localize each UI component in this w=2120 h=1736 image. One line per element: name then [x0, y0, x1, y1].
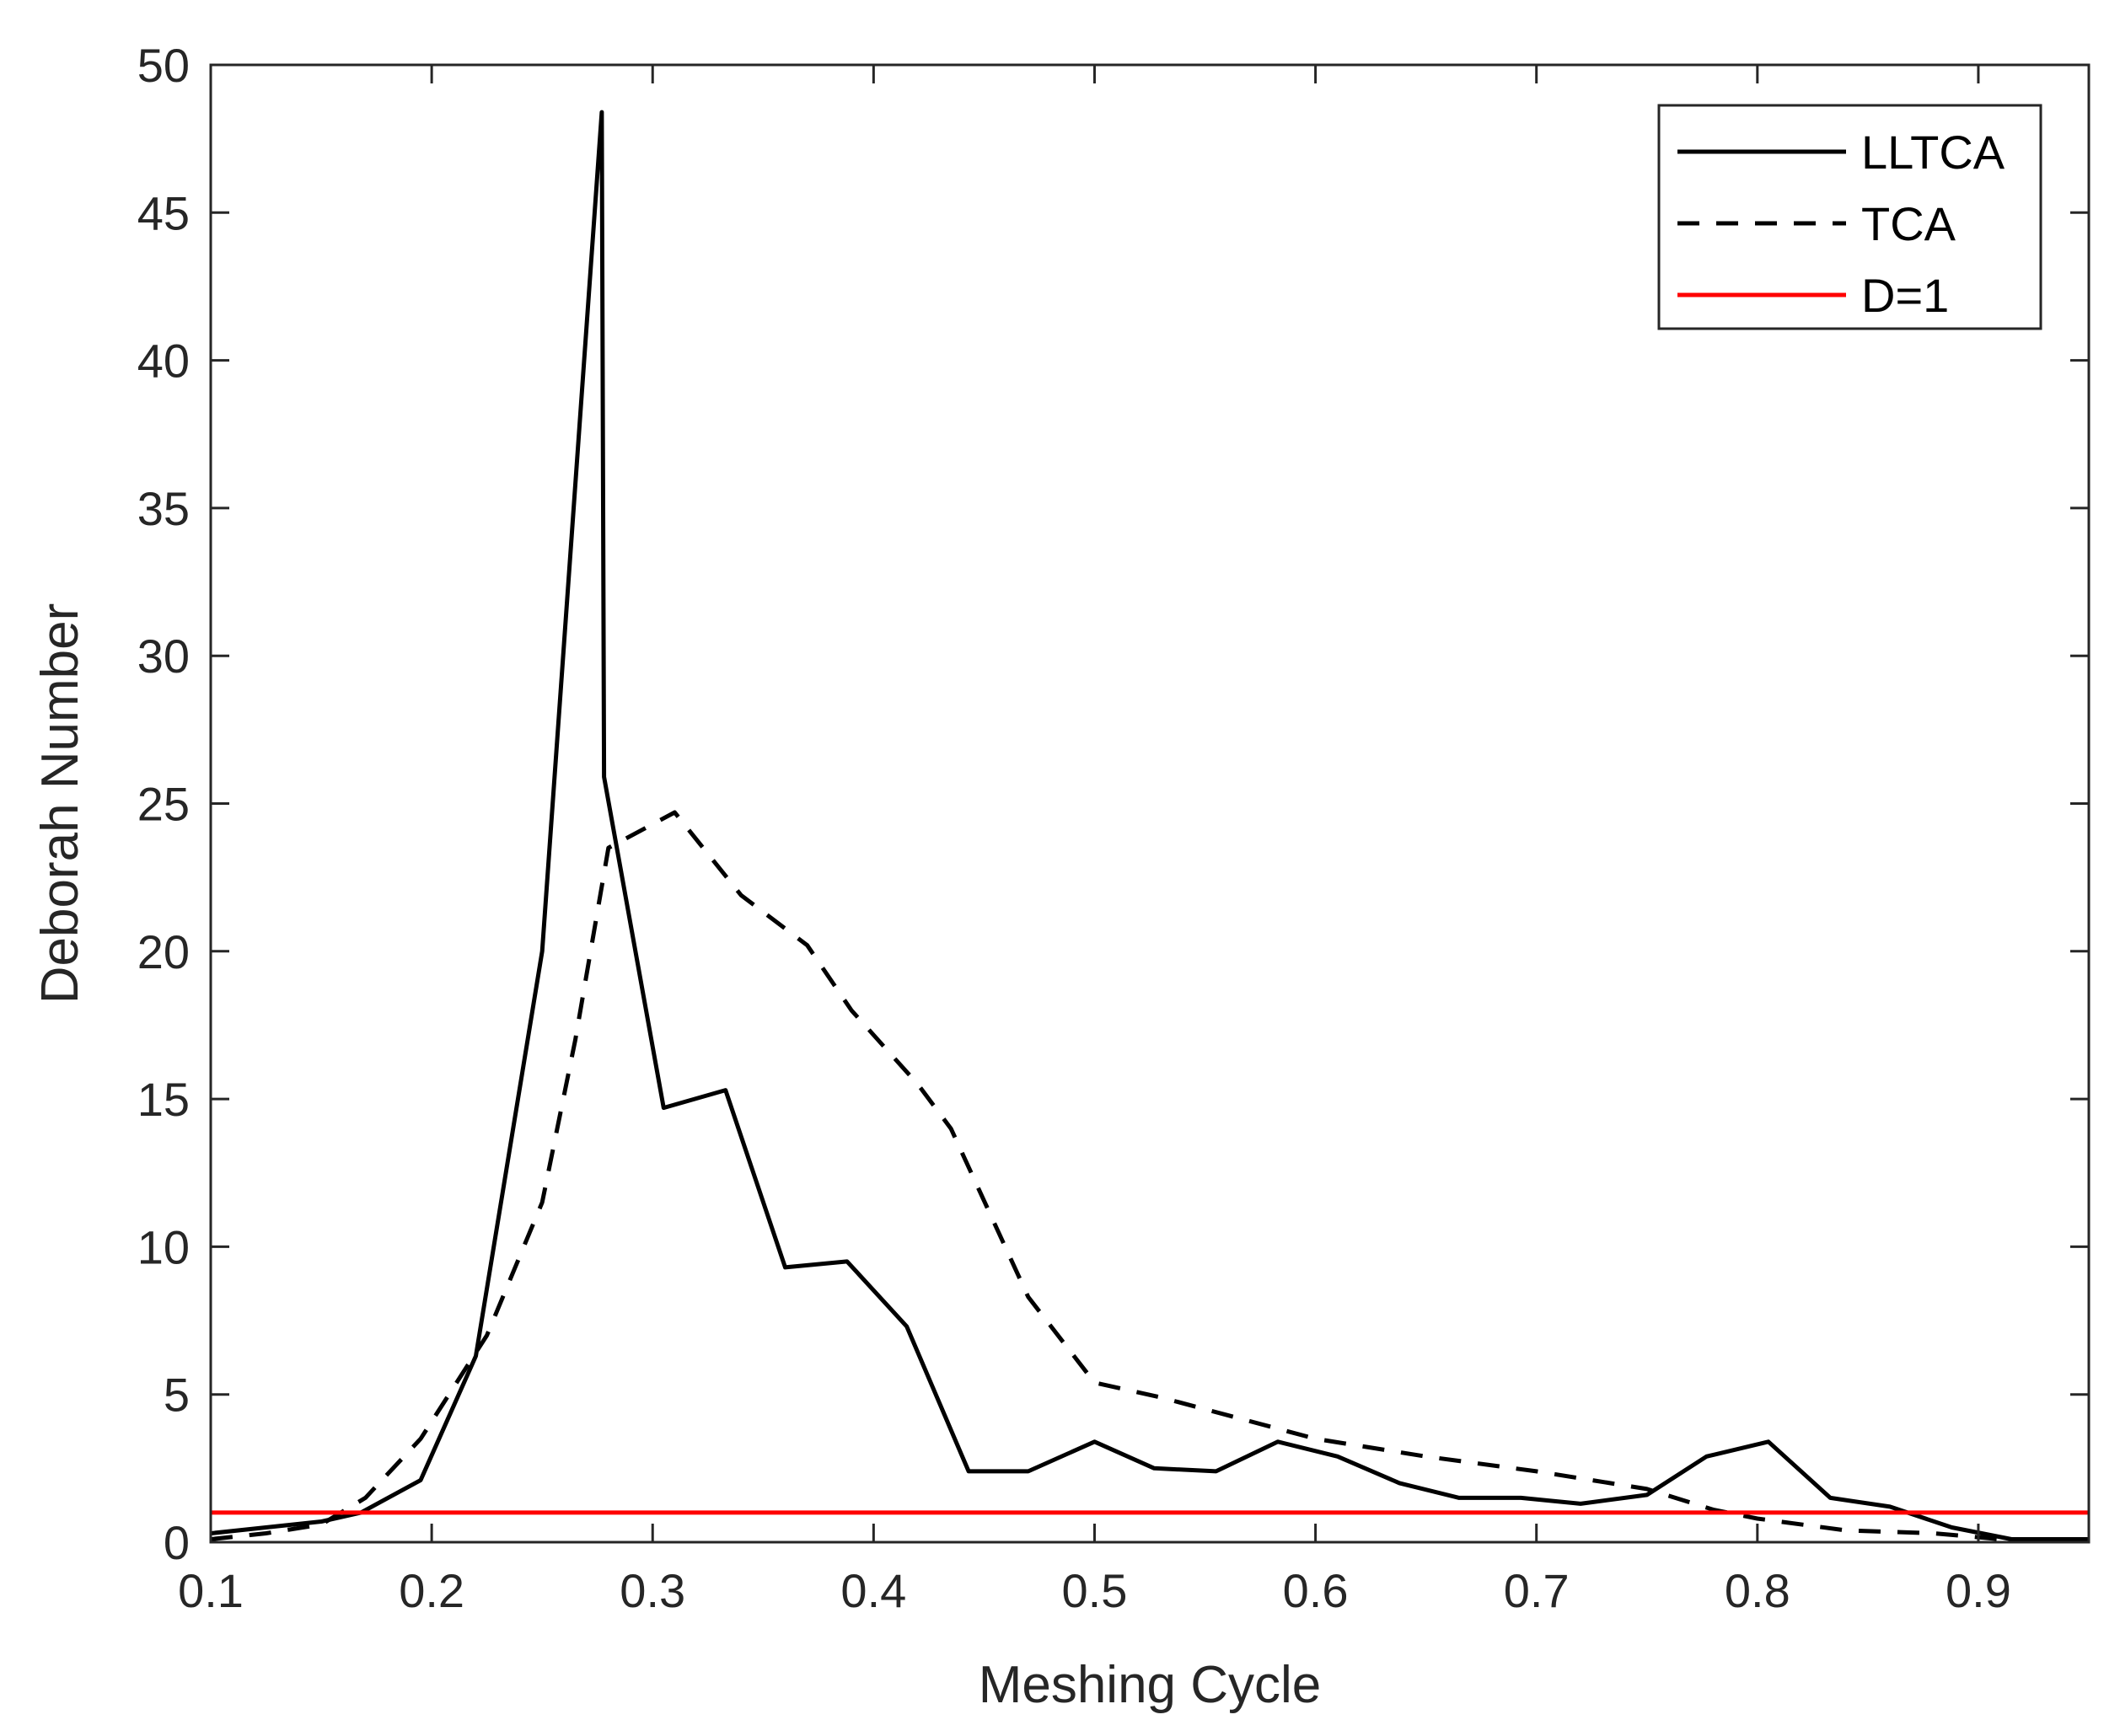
series-line-tca	[211, 810, 2089, 1542]
y-tick-label: 10	[137, 1220, 190, 1273]
legend-box	[1657, 104, 2042, 330]
x-tick-label: 0.8	[1725, 1564, 1790, 1617]
y-tick-label: 20	[137, 925, 190, 978]
plot-area	[211, 110, 2089, 1542]
y-tick-label: 35	[137, 482, 190, 535]
y-tick-label: 0	[164, 1516, 190, 1569]
axes: 0.1 0.2 0.3 0.4 0.5 0.6 0.7 0.8 0.9 0 5 10 15 20 25 30 3…	[137, 39, 2090, 1617]
x-tick-label: 0.6	[1283, 1564, 1349, 1617]
y-tick-label: 25	[137, 778, 190, 831]
y-tick-label: 40	[137, 335, 190, 388]
x-tick-label: 0.4	[840, 1564, 906, 1617]
legend-label-tca: TCA	[1861, 197, 1956, 250]
y-tick-label: 30	[137, 630, 190, 683]
y-tick-label: 45	[137, 186, 190, 239]
x-tick-label: 0.1	[178, 1564, 244, 1617]
legend-label-lltca: LLTCA	[1861, 126, 2005, 179]
series-group	[211, 110, 2089, 1542]
legend-label-d-1: D=1	[1861, 269, 1949, 322]
series-line-lltca	[211, 110, 2089, 1541]
y-tick-label: 50	[137, 39, 190, 92]
x-tick-label: 0.5	[1062, 1564, 1128, 1617]
y-tick-label: 5	[164, 1369, 190, 1422]
y-tick-label: 15	[137, 1073, 190, 1126]
x-tick-label: 0.7	[1504, 1564, 1570, 1617]
y-axis-title: Deborah Number	[31, 603, 89, 1005]
x-axis-title: Meshing Cycle	[979, 1656, 1322, 1714]
legend: LLTCA TCA D=1	[1657, 104, 2042, 330]
x-tick-label: 0.3	[620, 1564, 685, 1617]
x-tick-label: 0.2	[399, 1564, 464, 1617]
x-tick-label: 0.9	[1946, 1564, 2011, 1617]
